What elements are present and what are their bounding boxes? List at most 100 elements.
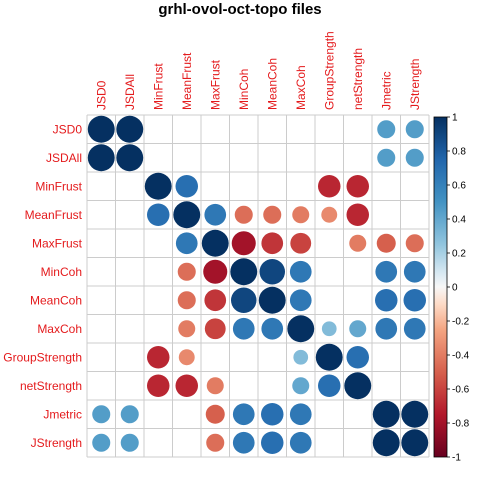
corr-circle-JStrength-MinCoh — [232, 431, 255, 454]
column-labels: JSD0 JSDAll MinFrust MeanFrust MaxFrust MinCo… — [94, 31, 422, 110]
colorbar-tick-label: 1 — [452, 113, 458, 124]
corr-circle-MeanCoh-Jmetric — [374, 288, 398, 312]
colorbar-tick-label: 0.8 — [452, 147, 466, 158]
row-label-MaxFrust: MaxFrust — [32, 236, 83, 250]
col-label-MaxFrust: MaxFrust — [208, 59, 222, 110]
corr-circle-GroupStrength-GroupStrength — [315, 343, 343, 371]
colorbar-tick-label: -0.4 — [452, 351, 470, 362]
colorbar-tick-label: -0.6 — [452, 385, 470, 396]
col-label-Jmetric: Jmetric — [379, 71, 393, 110]
col-label-MinFrust: MinFrust — [151, 63, 165, 110]
corr-circle-MaxCoh-MaxFrust — [204, 318, 226, 340]
corr-circle-MaxCoh-Jmetric — [375, 317, 398, 340]
corr-circle-MaxFrust-MaxCoh — [290, 232, 312, 254]
corr-circle-MaxCoh-MaxCoh — [287, 315, 315, 343]
corr-circle-MaxFrust-JStrength — [405, 234, 424, 253]
corr-circle-JStrength-MeanCoh — [260, 431, 284, 455]
corr-circle-JStrength-JSDAll — [120, 433, 139, 452]
corr-circle-JSDAll-JStrength — [405, 148, 424, 167]
corr-circle-JStrength-JStrength — [401, 429, 429, 457]
corr-circle-Jmetric-JSD0 — [92, 405, 111, 424]
corr-circle-MeanCoh-MeanFrust — [177, 291, 196, 310]
colorbar-tick-label: 0.2 — [452, 249, 466, 260]
corr-circle-MeanFrust-MaxFrust — [204, 203, 227, 226]
row-label-MeanFrust: MeanFrust — [25, 208, 83, 222]
row-label-MinFrust: MinFrust — [35, 179, 82, 193]
corr-circle-MinCoh-MaxFrust — [203, 259, 228, 284]
colorbar-tick-label: -0.8 — [452, 419, 470, 430]
corr-circle-MinFrust-netStrength — [346, 174, 370, 198]
row-label-Jmetric: Jmetric — [43, 407, 82, 421]
corr-circle-Jmetric-MaxCoh — [289, 403, 312, 426]
colorbar-tick-label: 0.4 — [452, 215, 466, 226]
row-label-MinCoh: MinCoh — [41, 265, 82, 279]
corr-circle-MeanFrust-netStrength — [346, 203, 370, 227]
corr-circle-JStrength-MaxFrust — [206, 433, 225, 452]
row-label-GroupStrength: GroupStrength — [3, 350, 82, 364]
corr-circle-MaxFrust-MaxFrust — [201, 229, 229, 257]
corr-circle-MaxFrust-MeanFrust — [175, 232, 198, 255]
corr-circle-netStrength-GroupStrength — [317, 374, 341, 398]
corr-circle-JStrength-JSD0 — [92, 433, 111, 452]
row-label-MaxCoh: MaxCoh — [37, 322, 82, 336]
col-label-MeanCoh: MeanCoh — [265, 58, 279, 110]
col-label-MaxCoh: MaxCoh — [294, 65, 308, 110]
corr-circle-netStrength-MeanFrust — [175, 374, 199, 398]
corr-circle-MeanFrust-MeanFrust — [173, 201, 201, 229]
corr-circle-MinFrust-GroupStrength — [317, 174, 341, 198]
corr-circle-GroupStrength-netStrength — [346, 345, 370, 369]
corr-circle-JSDAll-JSDAll — [116, 144, 144, 172]
col-label-MeanFrust: MeanFrust — [180, 52, 194, 110]
corr-circle-MinFrust-MeanFrust — [175, 174, 199, 198]
corr-circle-Jmetric-MaxFrust — [205, 404, 225, 424]
corr-circle-GroupStrength-MinFrust — [146, 345, 170, 369]
corr-circle-Jmetric-JStrength — [401, 400, 429, 428]
corr-circle-MeanFrust-MinFrust — [146, 203, 170, 227]
col-label-JStrength: JStrength — [408, 59, 422, 110]
corr-circle-MaxCoh-MeanCoh — [261, 317, 284, 340]
col-label-MinCoh: MinCoh — [237, 69, 251, 110]
corr-circle-MaxCoh-MeanFrust — [178, 320, 196, 338]
corr-circle-MinCoh-Jmetric — [375, 260, 398, 283]
colorbar-tick-label: 0.6 — [452, 181, 466, 192]
row-label-JSD0: JSD0 — [53, 122, 83, 136]
corr-circle-MeanCoh-JStrength — [403, 288, 427, 312]
corr-circle-GroupStrength-MaxCoh — [293, 349, 309, 365]
corr-circle-JSD0-JStrength — [405, 120, 424, 139]
matrix-grid — [86, 114, 430, 458]
corr-circle-JSDAll-JSD0 — [87, 144, 115, 172]
corr-circle-MeanFrust-MaxCoh — [292, 206, 310, 224]
corr-circle-netStrength-MinFrust — [146, 374, 170, 398]
corr-circle-MinCoh-MinCoh — [230, 258, 258, 286]
corr-circle-Jmetric-JSDAll — [120, 405, 139, 424]
col-label-GroupStrength: GroupStrength — [322, 31, 336, 110]
corr-circle-MeanCoh-MeanCoh — [258, 286, 286, 314]
col-label-netStrength: netStrength — [351, 48, 365, 110]
colorbar-tick-label: 0 — [452, 283, 458, 294]
corr-circle-MaxFrust-MeanCoh — [261, 232, 284, 255]
row-label-JStrength: JStrength — [31, 436, 82, 450]
row-label-MeanCoh: MeanCoh — [30, 293, 82, 307]
corr-circle-MaxCoh-GroupStrength — [321, 321, 337, 337]
corr-circle-JSD0-Jmetric — [377, 120, 396, 139]
colorbar: 1 0.8 0.6 0.4 0.2 0 -0.2 -0.4 -0.6 -0.8 -1 — [433, 113, 470, 464]
corr-circle-MeanFrust-GroupStrength — [321, 206, 338, 223]
col-label-JSD0: JSD0 — [94, 80, 108, 110]
corr-circle-MaxFrust-MinCoh — [231, 231, 256, 256]
corr-circle-JSD0-JSDAll — [116, 115, 144, 143]
row-label-netStrength: netStrength — [20, 379, 82, 393]
corr-circle-JSDAll-Jmetric — [377, 148, 396, 167]
corr-circle-MeanCoh-MinCoh — [230, 287, 257, 314]
corr-circle-JStrength-MaxCoh — [289, 431, 312, 454]
col-label-JSDAll: JSDAll — [123, 74, 137, 110]
corr-circle-MinCoh-MeanFrust — [177, 262, 196, 281]
colorbar-tick-label: -0.2 — [452, 317, 470, 328]
corr-circle-Jmetric-MeanCoh — [260, 402, 284, 426]
corr-circle-netStrength-MaxFrust — [206, 377, 224, 395]
colorbar-tick-label: -1 — [452, 453, 461, 464]
row-labels: JSD0 JSDAll MinFrust MeanFrust MaxFrust MinCo… — [3, 122, 82, 450]
corr-circle-MinCoh-MeanCoh — [259, 258, 286, 285]
corr-circle-MeanCoh-MaxCoh — [289, 289, 312, 312]
corr-circle-GroupStrength-MeanFrust — [178, 349, 195, 366]
corr-circle-MinCoh-MaxCoh — [289, 260, 312, 283]
